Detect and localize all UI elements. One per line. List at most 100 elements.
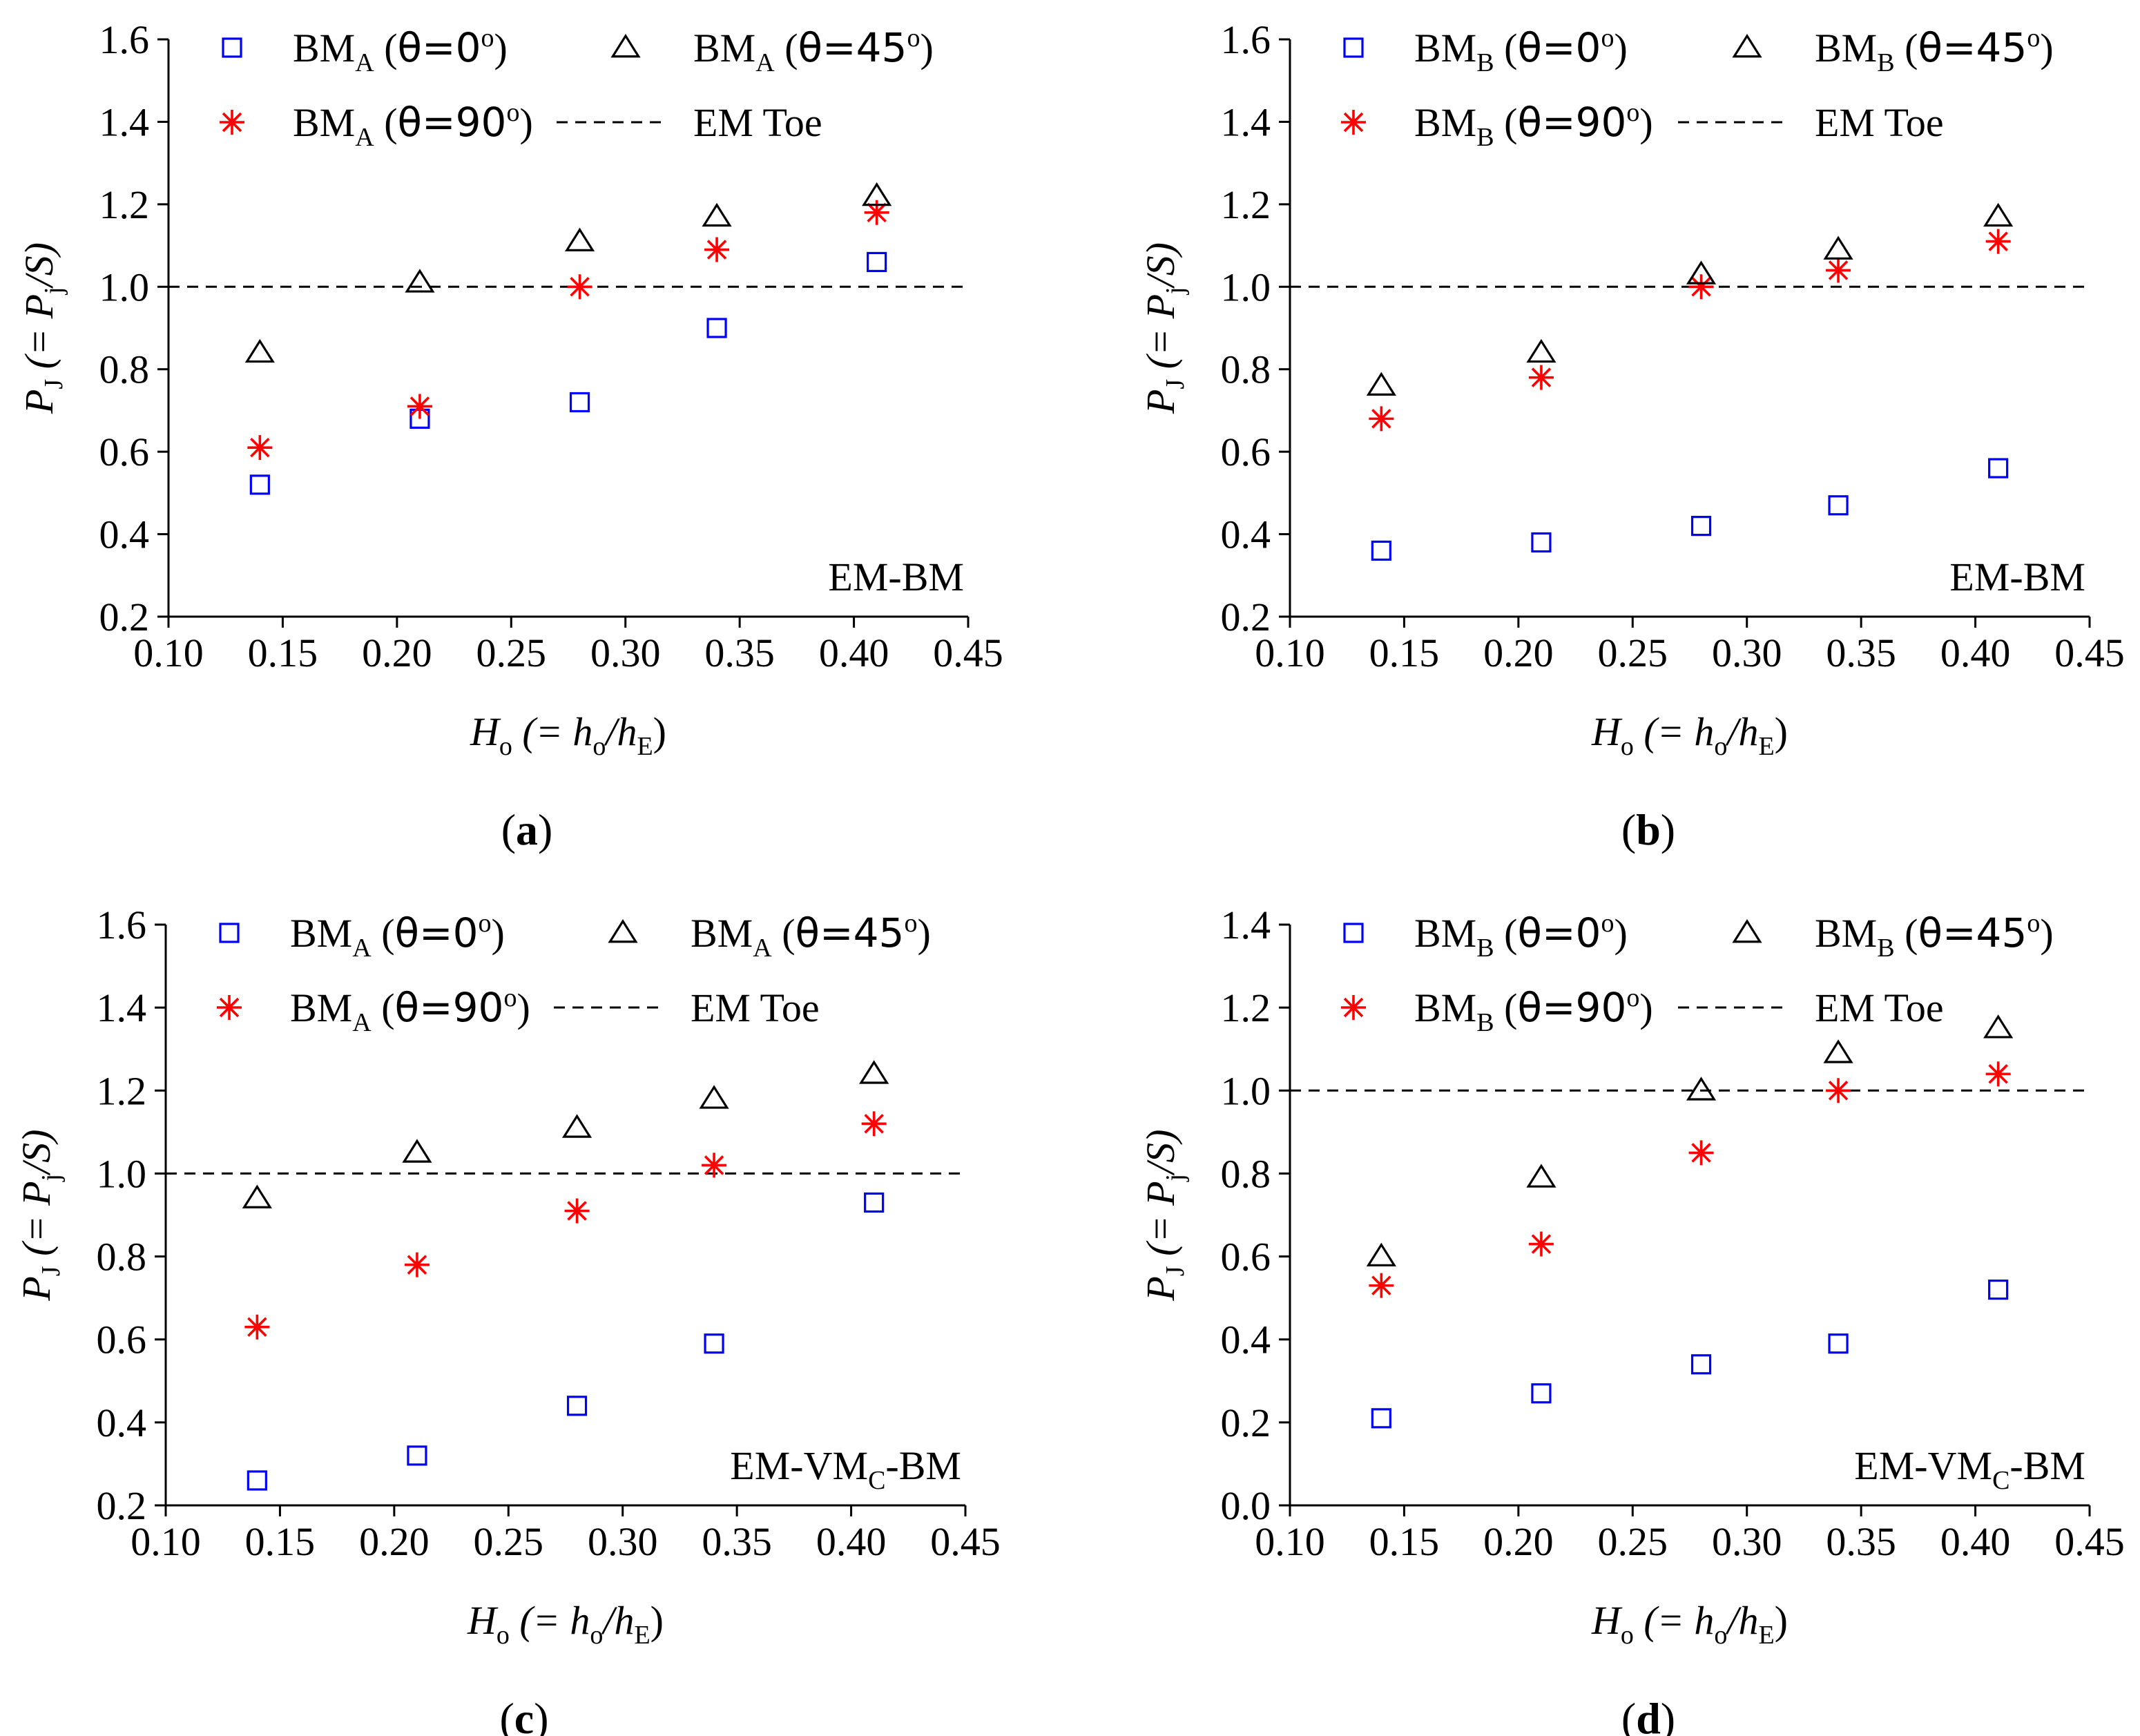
legend-label-sub: B [1877,48,1894,77]
legend-paren: ( [372,911,395,956]
x-tick-label: 0.15 [245,1519,316,1564]
data-point-square [1988,1280,2009,1300]
data-point-triangle [1983,1014,2014,1039]
legend-degree: o [907,23,920,52]
legend-degree: o [1626,983,1639,1012]
x-tick-label: 0.30 [1712,1519,1782,1564]
x-label-eq: (= h [510,1598,590,1643]
legend-label-main: BM [691,911,753,956]
legend-label: BMA (θ=0o) [293,23,508,77]
x-label-main: H [1591,709,1623,754]
legend-label-main: BM [290,911,352,956]
y-label-sub: J [39,379,68,389]
x-tick-label: 0.20 [362,630,432,675]
legend-marker-asterisk [1341,995,1366,1020]
legend-label-theta: θ=90 [1517,99,1626,146]
data-point-asterisk [1688,274,1714,300]
x-label-slash: /h [1725,709,1758,754]
y-tick-label: 0.2 [1221,595,1271,639]
legend-label-theta: θ=45 [1918,909,2027,956]
data-point-asterisk [1528,365,1554,390]
data-point-square [247,1470,267,1491]
legend-degree: o [2027,23,2040,52]
panel-label-close: ) [534,1694,548,1736]
data-point-asterisk [1369,1273,1394,1298]
y-label-main: P [14,1276,59,1301]
data-point-asterisk [407,394,432,419]
legend-marker-asterisk [217,995,242,1020]
chart-panel-a: 0.10 0.15 0.20 0.25 0.30 0.35 0.40 0.45 0.2 0.4 0.… [17,17,1003,854]
series-asterisk [247,200,889,461]
legend-label-theta: θ=90 [398,99,507,146]
panel-label-close: ) [1661,805,1675,854]
legend-label-main: BM [1815,911,1877,956]
legend-label-main: BM [1815,26,1877,70]
legend-marker-triangle [1732,33,1762,58]
legend-degree: o [1601,909,1614,938]
x-tick-label: 0.45 [2054,1519,2125,1564]
data-point-square [704,1333,724,1354]
data-point-square [1531,1383,1552,1404]
data-point-square [1690,516,1712,537]
legend-label: BMB (θ=90o) [1414,983,1653,1037]
data-point-triangle [1526,1164,1556,1188]
legend-label-theta: θ=0 [398,24,481,71]
data-point-square [867,251,887,273]
series-triangle [1366,202,2014,396]
y-label-sub2: j [37,1174,66,1183]
x-tick-label: 0.40 [816,1519,887,1564]
legend-degree: o [506,98,519,127]
panel-label: (a) [501,805,553,854]
x-tick-label: 0.25 [1598,630,1668,675]
x-label-eq: (= h [512,709,592,754]
legend-label-theta: θ=45 [798,24,907,71]
legend-label: BMB (θ=45o) [1815,909,2054,963]
x-tick-label: 0.45 [930,1519,1001,1564]
y-label-sub: J [1161,1266,1190,1276]
x-label-slash: /h [1725,1598,1758,1643]
series-square [249,251,887,495]
legend-label: EM Toe [691,985,820,1030]
legend-marker-square [1343,923,1364,943]
data-point-asterisk [1369,406,1394,432]
x-tick-label: 0.35 [702,1519,772,1564]
legend-paren: ) [519,100,532,145]
x-label-sub2: o [592,732,606,761]
legend-label-theta: θ=0 [1517,24,1601,71]
legend-paren: ) [1639,985,1652,1030]
legend-label: EM Toe [1815,985,1944,1030]
legend-degree: o [2027,909,2040,938]
y-tick-label: 1.0 [97,1151,147,1196]
legend-label-sub: A [355,123,374,152]
legend: BMA (θ=0o) BMA (θ=45o)BMA (θ=90o) EM Toe [217,909,931,1037]
legend-paren: ( [1895,26,1918,70]
x-label-close: ) [1775,1598,1788,1643]
x-label-slash: /h [601,1598,634,1643]
y-tick-label: 0.4 [1221,1318,1271,1362]
legend-label-main: BM [1414,911,1476,956]
annotation-main: EM-BM [828,554,964,599]
legend-label: BMA (θ=45o) [691,909,931,963]
y-tick-label: 1.6 [97,903,147,947]
y-label-eq: (= P [14,1181,59,1266]
y-tick-label: 1.4 [1221,903,1271,947]
series-asterisk [1369,1061,2011,1298]
chart-panel-c: 0.10 0.15 0.20 0.25 0.30 0.35 0.40 0.45 0.2 0.4 0.… [14,903,1001,1736]
legend-label-theta: θ=90 [1517,984,1626,1031]
data-point-triangle [1686,1077,1717,1101]
x-label-main: H [1591,1598,1623,1643]
x-axis-label: Ho (= ho/hE) [1591,709,1788,761]
legend-degree: o [481,23,494,52]
legend-degree: o [1601,23,1614,52]
x-tick-label: 0.10 [133,630,204,675]
panel-label-letter: c [514,1694,534,1736]
panel-annotation: EM-BM [828,554,964,599]
annotation-main: EM-VM [1854,1443,1992,1488]
legend-paren: ( [775,26,798,70]
data-point-asterisk [1985,1061,2011,1087]
y-tick-label: 1.6 [1221,17,1271,62]
y-label-main: P [17,389,61,414]
data-point-triangle [1823,235,1853,260]
legend-label-theta: θ=0 [1517,909,1601,956]
series-triangle [1366,1014,2014,1266]
